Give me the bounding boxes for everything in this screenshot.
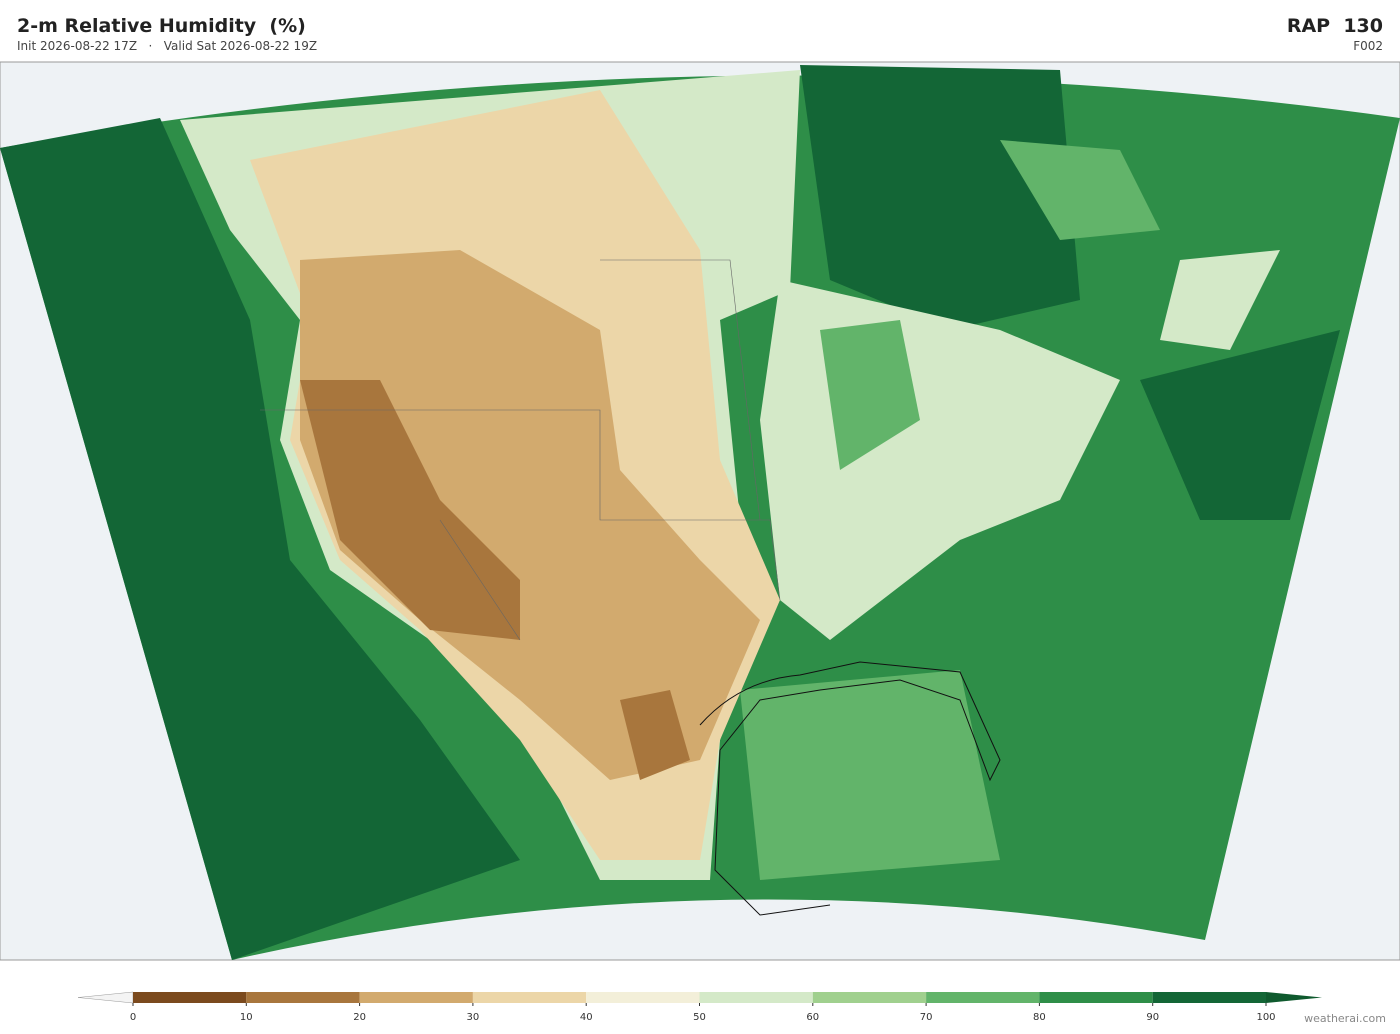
- great-lakes: [820, 320, 920, 470]
- separator: ·: [148, 39, 153, 53]
- colorbar-bin: [812, 992, 927, 1003]
- colorbar-bin: [472, 992, 587, 1003]
- colorbar-tick-label: 80: [1033, 1012, 1046, 1023]
- colorbar-tick-label: 10: [240, 1012, 253, 1023]
- forecast-hour: F002: [1353, 39, 1383, 53]
- colorbar-tick-label: 50: [693, 1012, 706, 1023]
- colorbar: 0 10 20 30 40 50 60 70 80 90 100: [77, 991, 1322, 1023]
- colorbar-tick-label: 20: [353, 1012, 366, 1023]
- init-time: Init 2026-08-22 17Z: [17, 39, 138, 53]
- maritime: [1160, 250, 1280, 350]
- state-borders: [260, 259, 781, 641]
- colorbar-tick-label: 0: [130, 1012, 136, 1023]
- colorbar-tick-label: 40: [580, 1012, 593, 1023]
- gulf: [740, 670, 1000, 880]
- colorbar-bin: [246, 992, 360, 1003]
- colorbar-tick-label: 30: [467, 1012, 480, 1023]
- colorbar-tick-label: 70: [920, 1012, 933, 1023]
- desert-region: [300, 380, 520, 640]
- quebec: [1000, 140, 1160, 240]
- colorbar-under: [77, 991, 134, 1004]
- canada-east: [800, 65, 1080, 330]
- map: [0, 61, 1400, 961]
- watermark: weatherai.com: [1304, 1012, 1386, 1025]
- colorbar-bin: [926, 992, 1040, 1003]
- ocean-pacific: [0, 118, 520, 960]
- colorbar-bin: [359, 992, 473, 1003]
- coastline: [699, 661, 1001, 916]
- colorbar-bin: [1039, 992, 1153, 1003]
- atlantic: [1140, 330, 1340, 520]
- colorbar-bin: [586, 992, 700, 1003]
- colorbar-bin: [699, 992, 813, 1003]
- map-title: 2-m Relative Humidity (%): [17, 15, 306, 37]
- colorbar-over: [1266, 992, 1322, 1003]
- desert-mexico: [620, 690, 690, 780]
- colorbar-bin: [133, 992, 247, 1003]
- subtitle: Init 2026-08-22 17Z · Valid Sat 2026-08-…: [17, 39, 317, 53]
- model-name: RAP 130: [1286, 15, 1383, 37]
- humidity-field: [0, 65, 1400, 961]
- arid-region: [300, 250, 760, 780]
- valid-time: Valid Sat 2026-08-22 19Z: [163, 39, 318, 53]
- colorbar-tick-label: 100: [1256, 1012, 1275, 1023]
- colorbar-tick-label: 60: [806, 1012, 819, 1023]
- colorbar-bin: [1152, 992, 1266, 1003]
- colorbar-tick-label: 90: [1146, 1012, 1159, 1023]
